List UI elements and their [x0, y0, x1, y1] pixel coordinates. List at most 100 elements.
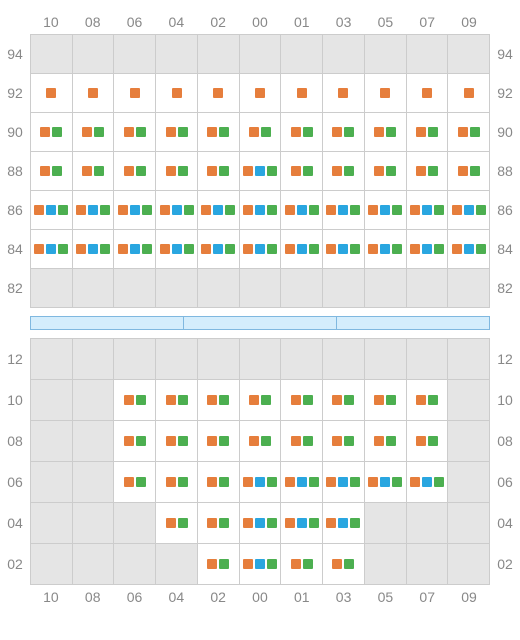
green-marker: [267, 205, 277, 215]
grid-cell: [323, 191, 364, 229]
orange-marker: [291, 395, 301, 405]
orange-marker: [285, 518, 295, 528]
column-label: 01: [281, 589, 323, 605]
grid-cell: [240, 421, 281, 461]
grid-cell: [73, 380, 114, 420]
divider-bar: [31, 317, 184, 329]
grid-cell: [448, 421, 489, 461]
grid-cell: [407, 113, 448, 151]
blue-marker: [338, 244, 348, 254]
orange-marker: [207, 436, 217, 446]
orange-marker: [130, 88, 140, 98]
green-marker: [136, 395, 146, 405]
column-label: 05: [365, 589, 407, 605]
grid-cell: [240, 152, 281, 190]
blue-marker: [255, 518, 265, 528]
blue-marker: [338, 205, 348, 215]
orange-marker: [326, 477, 336, 487]
grid-cell: [365, 269, 406, 307]
column-label: 08: [72, 589, 114, 605]
grid-cell: [240, 191, 281, 229]
grid-cell: [323, 544, 364, 584]
green-marker: [184, 205, 194, 215]
grid-cell: [407, 380, 448, 420]
grid-cell: [240, 380, 281, 420]
green-marker: [267, 244, 277, 254]
orange-marker: [416, 436, 426, 446]
column-label: 06: [114, 14, 156, 30]
orange-marker: [416, 395, 426, 405]
green-marker: [136, 477, 146, 487]
grid-cell: [31, 544, 72, 584]
grid-cell: [448, 152, 489, 190]
orange-marker: [374, 127, 384, 137]
orange-marker: [332, 559, 342, 569]
green-marker: [52, 127, 62, 137]
grid-cell: [365, 230, 406, 268]
row-label: 02: [0, 544, 30, 585]
orange-marker: [374, 395, 384, 405]
orange-marker: [249, 436, 259, 446]
orange-marker: [291, 166, 301, 176]
green-marker: [434, 477, 444, 487]
orange-marker: [332, 436, 342, 446]
blue-marker: [297, 244, 307, 254]
column-label: 02: [197, 589, 239, 605]
grid-cell: [407, 35, 448, 73]
grid-cell: [31, 380, 72, 420]
grid-cell: [156, 74, 197, 112]
grid-cell: [31, 421, 72, 461]
orange-marker: [160, 205, 170, 215]
grid-cell: [73, 230, 114, 268]
grid-cell: [156, 152, 197, 190]
grid-cell: [240, 269, 281, 307]
grid-cell: [198, 35, 239, 73]
grid-cell: [448, 74, 489, 112]
blue-marker: [422, 205, 432, 215]
grid-cell: [114, 74, 155, 112]
row-label: 86: [0, 191, 30, 230]
row-label: 92: [0, 73, 30, 112]
orange-marker: [458, 127, 468, 137]
orange-marker: [76, 244, 86, 254]
grid-cell: [407, 544, 448, 584]
column-label: 07: [406, 589, 448, 605]
green-marker: [350, 244, 360, 254]
green-marker: [225, 244, 235, 254]
grid-cell: [281, 74, 322, 112]
grid-cell: [365, 380, 406, 420]
row-label: 82: [0, 269, 30, 308]
grid-cell: [365, 544, 406, 584]
grid-cell: [323, 74, 364, 112]
green-marker: [136, 166, 146, 176]
row-label: 88: [0, 151, 30, 190]
orange-marker: [207, 518, 217, 528]
column-label: 10: [30, 589, 72, 605]
blue-marker: [422, 477, 432, 487]
row-label: 02: [490, 544, 520, 585]
green-marker: [219, 166, 229, 176]
grid-cell: [407, 339, 448, 379]
grid-cell: [31, 35, 72, 73]
orange-marker: [338, 88, 348, 98]
green-marker: [219, 518, 229, 528]
grid-cell: [323, 380, 364, 420]
grid-cell: [156, 380, 197, 420]
orange-marker: [368, 244, 378, 254]
grid-cell: [448, 339, 489, 379]
grid-cell: [156, 191, 197, 229]
green-marker: [261, 395, 271, 405]
orange-marker: [416, 166, 426, 176]
green-marker: [309, 205, 319, 215]
grid-cell: [114, 230, 155, 268]
blue-marker: [464, 244, 474, 254]
orange-marker: [82, 166, 92, 176]
grid-cell: [281, 380, 322, 420]
green-marker: [428, 127, 438, 137]
row-label: 94: [490, 34, 520, 73]
blue-marker: [338, 477, 348, 487]
grid-cell: [365, 503, 406, 543]
green-marker: [136, 436, 146, 446]
grid-cell: [448, 230, 489, 268]
orange-marker: [332, 395, 342, 405]
